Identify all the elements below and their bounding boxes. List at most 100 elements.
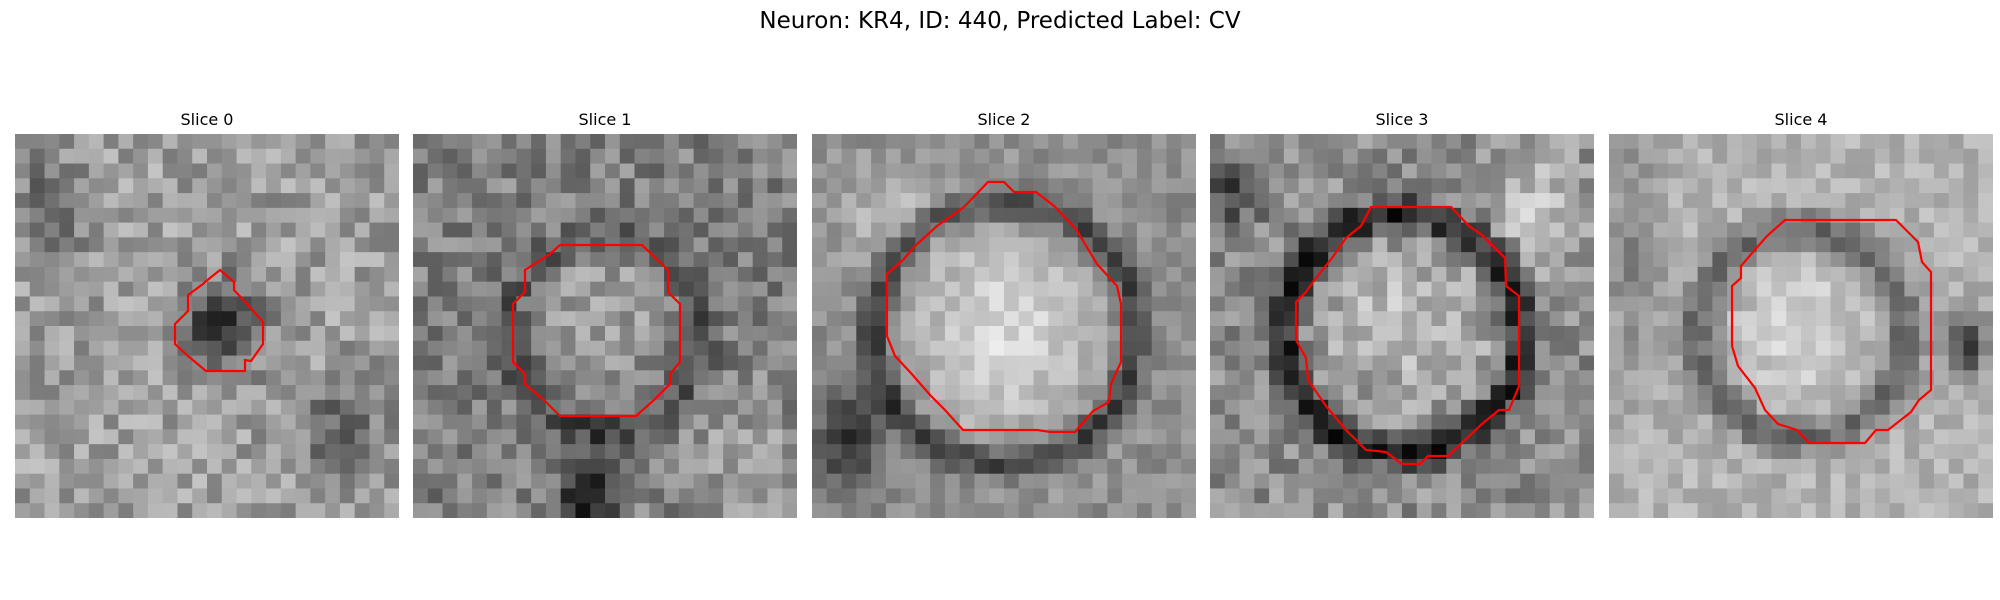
pixel bbox=[325, 385, 341, 401]
pixel bbox=[531, 296, 547, 312]
pixel bbox=[619, 296, 636, 312]
pixel bbox=[885, 252, 902, 268]
pixel bbox=[369, 163, 385, 179]
pixel bbox=[590, 207, 606, 224]
pixel bbox=[1402, 296, 1418, 312]
pixel bbox=[1860, 193, 1876, 209]
pixel bbox=[472, 148, 488, 165]
pixel bbox=[1210, 134, 1226, 150]
pixel bbox=[1948, 148, 1965, 165]
pixel bbox=[1387, 473, 1403, 490]
pixel bbox=[266, 178, 282, 194]
pixel bbox=[1224, 355, 1241, 371]
pixel bbox=[516, 311, 532, 327]
pixel bbox=[900, 163, 916, 179]
pixel bbox=[1801, 458, 1817, 475]
pixel bbox=[1697, 252, 1713, 268]
pixel bbox=[74, 222, 90, 238]
pixel bbox=[1830, 414, 1846, 430]
pixel bbox=[427, 311, 444, 327]
pixel bbox=[1018, 163, 1035, 179]
pixel bbox=[959, 237, 976, 253]
pixel bbox=[1416, 296, 1433, 312]
pixel bbox=[310, 237, 326, 253]
pixel bbox=[989, 414, 1005, 430]
pixel bbox=[1239, 355, 1255, 371]
pixel bbox=[1505, 458, 1521, 475]
pixel bbox=[147, 281, 164, 298]
pixel bbox=[693, 148, 709, 165]
pixel bbox=[590, 163, 606, 179]
pixel bbox=[1166, 178, 1182, 194]
pixel bbox=[1653, 178, 1669, 194]
pixel bbox=[325, 237, 341, 253]
pixel bbox=[1534, 488, 1551, 504]
pixel bbox=[1490, 311, 1506, 327]
pixel bbox=[1668, 281, 1684, 298]
pixel bbox=[871, 414, 887, 430]
pixel bbox=[974, 266, 990, 283]
pixel bbox=[900, 385, 916, 401]
pixel bbox=[900, 178, 916, 194]
pixel bbox=[251, 193, 267, 209]
pixel bbox=[442, 340, 458, 357]
pixel bbox=[133, 399, 149, 416]
pixel bbox=[1786, 399, 1802, 416]
pixel bbox=[1549, 414, 1566, 430]
pixel bbox=[767, 311, 783, 327]
slice-0-image bbox=[15, 134, 399, 518]
pixel bbox=[664, 326, 680, 342]
pixel bbox=[1874, 370, 1891, 386]
pixel bbox=[295, 207, 311, 224]
pixel bbox=[1801, 326, 1817, 342]
pixel bbox=[354, 370, 371, 386]
pixel bbox=[1151, 385, 1168, 401]
pixel bbox=[354, 222, 371, 238]
pixel bbox=[369, 444, 385, 460]
pixel bbox=[354, 503, 371, 518]
pixel bbox=[1815, 340, 1832, 357]
pixel bbox=[457, 134, 473, 150]
pixel bbox=[752, 148, 769, 165]
pixel bbox=[59, 148, 75, 165]
pixel bbox=[325, 266, 341, 283]
pixel bbox=[708, 458, 724, 475]
pixel bbox=[560, 444, 577, 460]
pixel bbox=[59, 355, 75, 371]
pixel bbox=[177, 134, 193, 150]
pixel bbox=[413, 458, 429, 475]
pixel bbox=[1269, 163, 1285, 179]
pixel bbox=[545, 370, 562, 386]
pixel bbox=[457, 473, 473, 490]
pixel bbox=[1416, 326, 1433, 342]
pixel bbox=[1254, 414, 1270, 430]
pixel bbox=[900, 503, 916, 518]
pixel bbox=[354, 385, 371, 401]
pixel bbox=[1151, 252, 1168, 268]
pixel bbox=[413, 222, 429, 238]
pixel bbox=[162, 252, 179, 268]
pixel bbox=[1166, 134, 1182, 150]
pixel bbox=[236, 399, 252, 416]
pixel bbox=[354, 355, 371, 371]
pixel bbox=[1697, 163, 1713, 179]
pixel bbox=[1697, 178, 1713, 194]
pixel bbox=[664, 503, 680, 518]
pixel bbox=[531, 326, 547, 342]
pixel bbox=[1475, 163, 1492, 179]
pixel bbox=[1933, 266, 1950, 283]
pixel bbox=[619, 429, 636, 445]
pixel bbox=[1048, 355, 1064, 371]
pixel bbox=[1697, 193, 1713, 209]
pixel bbox=[1948, 355, 1965, 371]
pixel bbox=[708, 340, 724, 357]
pixel bbox=[1904, 281, 1920, 298]
pixel bbox=[944, 311, 961, 327]
pixel bbox=[930, 222, 946, 238]
pixel bbox=[841, 473, 857, 490]
pixel bbox=[1505, 178, 1521, 194]
pixel bbox=[59, 473, 75, 490]
pixel bbox=[133, 473, 149, 490]
pixel bbox=[266, 429, 282, 445]
pixel bbox=[501, 148, 517, 165]
